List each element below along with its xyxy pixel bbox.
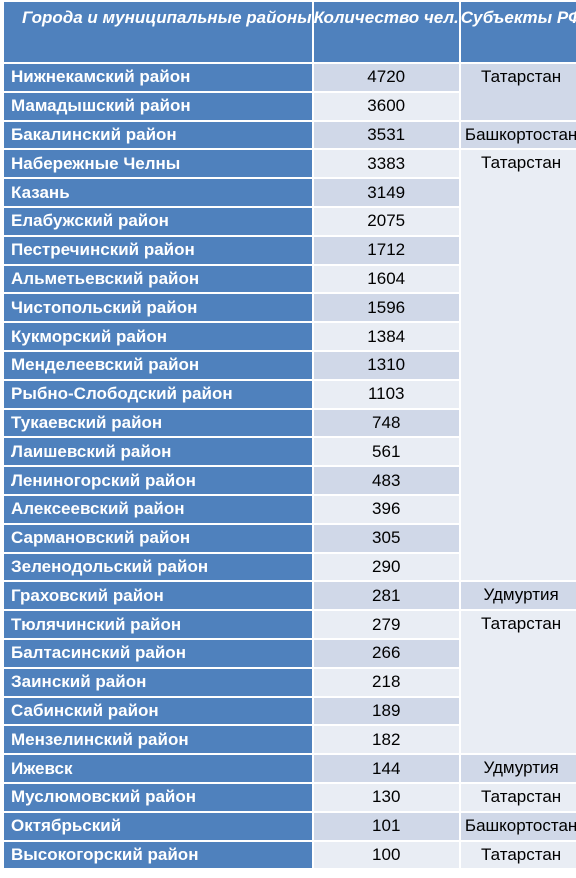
row-name: Пестречинский район — [4, 236, 312, 264]
table-row: Зеленодольский район 290 — [4, 553, 576, 581]
row-count: 748 — [313, 409, 459, 437]
row-name: Кукморский район — [4, 323, 312, 350]
table-row: Мамадышский район 3600 — [4, 92, 576, 120]
table-row: Тукаевский район 748 — [4, 409, 576, 437]
table-row: Казань 3149 — [4, 179, 576, 206]
row-count: 3531 — [313, 121, 459, 149]
row-subject: Татарстан — [460, 783, 576, 811]
table-row: Кукморский район 1384 — [4, 323, 576, 350]
row-name: Тукаевский район — [4, 409, 312, 437]
row-count: 101 — [313, 812, 459, 840]
row-name: Бакалинский район — [4, 121, 312, 149]
row-count: 1712 — [313, 236, 459, 264]
table-row: Лаишевский район 561 — [4, 438, 576, 466]
row-name: Зеленодольский район — [4, 553, 312, 581]
row-name: Высокогорский район — [4, 841, 312, 869]
row-subject: Татарстан — [460, 64, 576, 120]
row-name: Казань — [4, 179, 312, 206]
table-row: Алексеевский район 396 — [4, 495, 576, 523]
table-row: Октябрьский 101 Башкортостан — [4, 812, 576, 840]
row-name: Елабужский район — [4, 207, 312, 235]
row-count: 1310 — [313, 351, 459, 379]
row-subject: Удмуртия — [460, 755, 576, 782]
row-count: 130 — [313, 783, 459, 811]
row-name: Заинский район — [4, 668, 312, 696]
row-count: 1384 — [313, 323, 459, 350]
row-subject: Татарстан — [460, 150, 576, 581]
table-row: Елабужский район 2075 — [4, 207, 576, 235]
row-count: 189 — [313, 697, 459, 725]
row-subject: Татарстан — [460, 841, 576, 869]
row-count: 279 — [313, 611, 459, 638]
table-row: Рыбно-Слободский район 1103 — [4, 380, 576, 408]
table-row: Высокогорский район 100 Татарстан — [4, 841, 576, 869]
row-name: Лениногорский район — [4, 467, 312, 494]
row-count: 561 — [313, 438, 459, 466]
table-row: Чистопольский район 1596 — [4, 294, 576, 322]
row-count: 396 — [313, 495, 459, 523]
row-count: 2075 — [313, 207, 459, 235]
row-name: Ижевск — [4, 755, 312, 782]
row-count: 3383 — [313, 150, 459, 178]
table-row: Тюлячинский район 279 Татарстан — [4, 611, 576, 754]
table-row: Мензелинский район 182 — [4, 726, 576, 754]
row-name: Тюлячинский район — [4, 611, 312, 638]
row-name: Алексеевский район — [4, 495, 312, 523]
row-name: Лаишевский район — [4, 438, 312, 466]
row-name: Муслюмовский район — [4, 783, 312, 811]
row-subject: Татарстан — [460, 611, 576, 754]
row-count: 182 — [313, 726, 459, 754]
row-count: 1604 — [313, 265, 459, 293]
table-row: Сабинский район 189 — [4, 697, 576, 725]
row-count: 3149 — [313, 179, 459, 206]
row-count: 483 — [313, 467, 459, 494]
row-count: 4720 — [313, 64, 459, 91]
table-row: Граховский район 281 Удмуртия — [4, 582, 576, 610]
row-subject: Башкортостан — [460, 812, 576, 840]
row-name: Сармановский район — [4, 524, 312, 552]
row-count: 290 — [313, 553, 459, 581]
table-header-row: Города и муниципальные районы Количество… — [4, 2, 576, 62]
table-row: Лениногорский район 483 — [4, 467, 576, 494]
row-name: Рыбно-Слободский район — [4, 380, 312, 408]
table-row: Пестречинский район 1712 — [4, 236, 576, 264]
row-count: 144 — [313, 755, 459, 782]
header-subjects: Субъекты РФ — [460, 2, 576, 62]
table-row: Нижнекамский район 4720 Татарстан — [4, 64, 576, 120]
table-row: Балтасинский район 266 — [4, 639, 576, 667]
row-name: Чистопольский район — [4, 294, 312, 322]
row-name: Менделеевский район — [4, 351, 312, 379]
row-subject: Удмуртия — [460, 582, 576, 610]
row-count: 266 — [313, 639, 459, 667]
row-name: Балтасинский район — [4, 639, 312, 667]
table-body: Нижнекамский район 4720 Татарстан Мамадышск… — [4, 64, 576, 869]
row-count: 281 — [313, 582, 459, 610]
table-row: Муслюмовский район 130 Татарстан — [4, 783, 576, 811]
header-count: Количество чел. — [313, 2, 459, 62]
row-count: 3600 — [313, 92, 459, 120]
table-row: Набережные Челны 3383 Татарстан — [4, 150, 576, 581]
row-count: 100 — [313, 841, 459, 869]
row-name: Мензелинский район — [4, 726, 312, 754]
row-name: Нижнекамский район — [4, 64, 312, 91]
row-count: 1103 — [313, 380, 459, 408]
table-row: Альметьевский район 1604 — [4, 265, 576, 293]
row-count: 1596 — [313, 294, 459, 322]
row-name: Альметьевский район — [4, 265, 312, 293]
row-name: Граховский район — [4, 582, 312, 610]
header-cities: Города и муниципальные районы — [4, 2, 312, 62]
row-subject: Башкортостан — [460, 121, 576, 149]
table-row: Сармановский район 305 — [4, 524, 576, 552]
row-count: 305 — [313, 524, 459, 552]
table-row: Ижевск 144 Удмуртия — [4, 755, 576, 782]
row-name: Сабинский район — [4, 697, 312, 725]
row-count: 218 — [313, 668, 459, 696]
row-name: Набережные Челны — [4, 150, 312, 178]
table-row: Заинский район 218 — [4, 668, 576, 696]
row-name: Мамадышский район — [4, 92, 312, 120]
table-row: Бакалинский район 3531 Башкортостан — [4, 121, 576, 149]
table-row: Менделеевский район 1310 — [4, 351, 576, 379]
row-name: Октябрьский — [4, 812, 312, 840]
